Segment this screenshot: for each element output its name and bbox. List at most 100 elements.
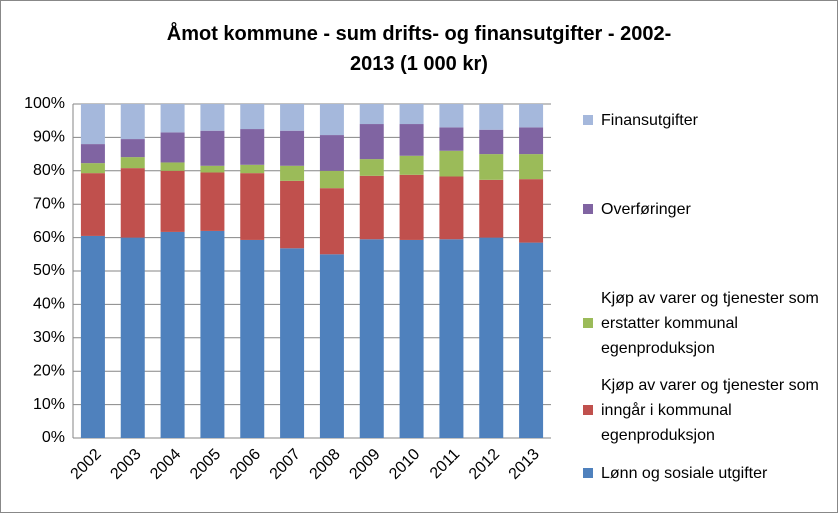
bar-segment (519, 104, 544, 128)
y-tick-label: 10% (33, 396, 65, 413)
y-tick-label: 50% (33, 262, 65, 279)
x-tick-label: 2007 (267, 446, 304, 483)
bar-segment (479, 179, 504, 238)
bar-segment (319, 135, 344, 171)
bar-segment (80, 144, 105, 164)
bar-segment (240, 104, 265, 130)
bar-segment (160, 132, 185, 163)
bar-segment (240, 239, 265, 438)
bar-segment (200, 104, 225, 131)
bar-segment (200, 165, 225, 173)
bar-segment (399, 239, 424, 438)
bar-segment (160, 162, 185, 171)
bar-segment (479, 129, 504, 155)
bar-segment (319, 170, 344, 189)
bar-segment (319, 104, 344, 136)
bar-segment (160, 104, 185, 133)
bar-segment (240, 164, 265, 174)
bar-segment (439, 104, 464, 128)
x-tick-label: 2004 (147, 446, 184, 483)
bar-segment (439, 239, 464, 438)
y-tick-label: 40% (33, 296, 65, 313)
legend-item: Kjøp av varer og tjenester som erstatter… (583, 286, 833, 361)
x-tick-label: 2005 (187, 446, 224, 483)
legend-item: Kjøp av varer og tjenester som inngår i … (583, 373, 833, 448)
x-tick-label: 2006 (227, 446, 264, 483)
bar-segment (240, 129, 265, 165)
bar-segment (200, 230, 225, 438)
legend-swatch (583, 318, 593, 328)
y-tick-label: 60% (33, 229, 65, 246)
x-tick-label: 2008 (307, 446, 344, 483)
x-tick-label: 2009 (346, 446, 383, 483)
y-tick-label: 80% (33, 162, 65, 179)
bar-segment (479, 237, 504, 438)
bar-segment (439, 176, 464, 240)
bar-segment (359, 175, 384, 240)
x-tick-label: 2012 (466, 446, 503, 483)
legend-label: Kjøp av varer og tjenester som inngår i … (601, 376, 819, 444)
bar-segment (280, 104, 305, 131)
bar-segment (359, 239, 384, 438)
bar-segment (120, 157, 145, 169)
bar-segment (120, 168, 145, 238)
x-tick-label: 2013 (506, 446, 543, 483)
bar-segment (80, 163, 105, 174)
x-tick-label: 2011 (427, 446, 463, 482)
legend-label: Lønn og sosiale utgifter (601, 464, 768, 482)
legend-swatch (583, 204, 593, 214)
legend-item: Lønn og sosiale utgifter (583, 461, 833, 486)
bar-segment (439, 150, 464, 177)
y-tick-label: 20% (33, 362, 65, 379)
bar-segment (120, 237, 145, 438)
bar-segment (519, 242, 544, 438)
bar-segment (399, 104, 424, 125)
bar-segment (359, 159, 384, 176)
bar-segment (399, 124, 424, 156)
bar-segment (399, 155, 424, 175)
y-tick-label: 100% (24, 95, 65, 112)
bar-segment (399, 174, 424, 240)
legend-swatch (583, 115, 593, 125)
bar-segment (479, 104, 504, 130)
x-tick-label: 2003 (107, 446, 144, 483)
bar-segment (80, 104, 105, 145)
legend-label: Kjøp av varer og tjenester som erstatter… (601, 289, 819, 357)
bar-segment (240, 173, 265, 240)
bar-segment (80, 235, 105, 438)
bar-segment (80, 173, 105, 236)
bar-segment (359, 104, 384, 125)
bar-segment (280, 165, 305, 181)
legend-item: Overføringer (583, 197, 833, 222)
legend-label: Finansutgifter (601, 111, 698, 129)
x-tick-label: 2002 (68, 446, 105, 483)
bar-segment (160, 170, 185, 232)
bar-segment (200, 172, 225, 231)
y-tick-label: 70% (33, 195, 65, 212)
chart-title: Åmot kommune - sum drifts- og finansutgi… (166, 23, 672, 75)
legend-swatch (583, 468, 593, 478)
legend-swatch (583, 405, 593, 415)
bar-segment (280, 130, 305, 166)
y-tick-label: 90% (33, 129, 65, 146)
legend-item: Finansutgifter (583, 108, 833, 133)
bar-segment (200, 130, 225, 166)
bar-segment (359, 124, 384, 160)
legend-label: Overføringer (601, 200, 691, 218)
bar-segment (120, 139, 145, 158)
bar-segment (319, 188, 344, 255)
y-tick-label: 30% (33, 329, 65, 346)
bar-segment (280, 180, 305, 249)
x-tick-label: 2010 (386, 446, 423, 483)
bar-segment (519, 179, 544, 243)
bar-segment (479, 154, 504, 180)
bar-segment (519, 154, 544, 180)
bar-segment (319, 254, 344, 438)
y-tick-label: 0% (42, 429, 65, 446)
bar-segment (519, 127, 544, 155)
bar-segment (280, 248, 305, 438)
bar-segment (160, 231, 185, 438)
bar-segment (120, 104, 145, 140)
